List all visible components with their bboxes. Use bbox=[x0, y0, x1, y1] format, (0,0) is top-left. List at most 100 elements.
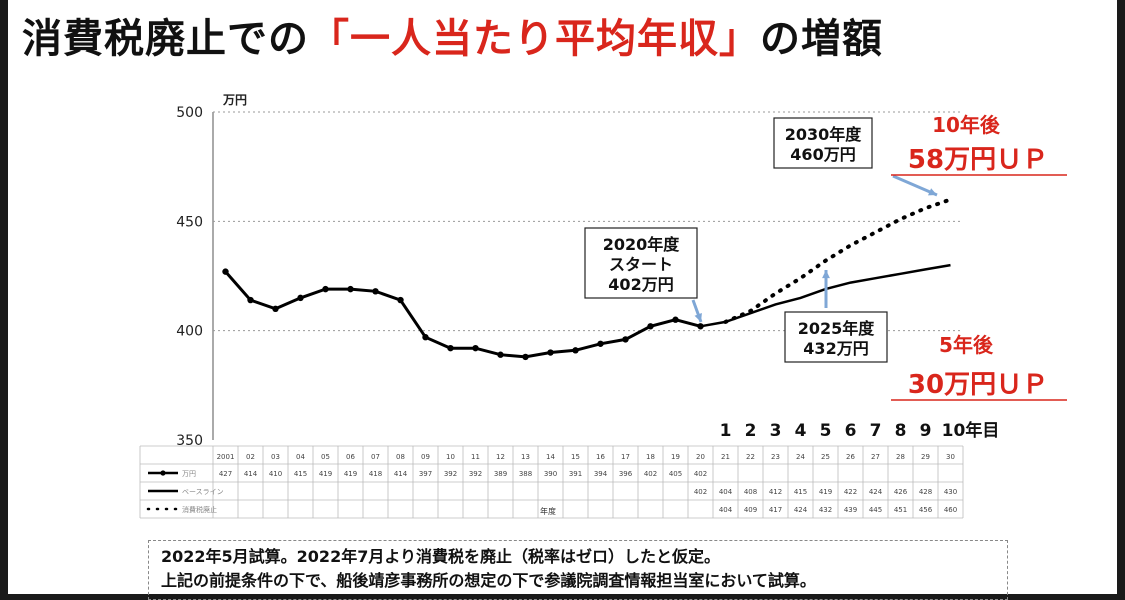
legend-label: ベースライン bbox=[182, 488, 224, 496]
table-value: 439 bbox=[844, 506, 857, 514]
table-value: 404 bbox=[719, 488, 733, 496]
title-highlight: 「一人当たり平均年収」 bbox=[309, 16, 760, 62]
x-tick-label: 25 bbox=[821, 453, 830, 461]
x-tick-label: 12 bbox=[496, 453, 505, 461]
x-tick-label: 11 bbox=[471, 453, 480, 461]
data-point bbox=[322, 285, 329, 293]
slide: 消費税廃止での「一人当たり平均年収」の増額 350 400 450 500 万円 1 2 3 4… bbox=[8, 0, 1117, 600]
x-tick-label: 17 bbox=[621, 453, 630, 461]
slide-title: 消費税廃止での「一人当たり平均年収」の増額 bbox=[22, 6, 883, 64]
arrow-2025-head bbox=[822, 270, 830, 279]
y-tick-label: 350 bbox=[176, 433, 203, 449]
callout-2030-text: 2030年度 bbox=[785, 125, 863, 144]
table-value: 392 bbox=[444, 470, 457, 478]
table-value: 402 bbox=[644, 470, 657, 478]
table-value: 419 bbox=[319, 470, 332, 478]
x-tick-label: 09 bbox=[421, 453, 430, 461]
year-count-label: 1 bbox=[720, 421, 732, 441]
title-main: 消費税廃止での bbox=[22, 16, 309, 62]
table-value: 428 bbox=[919, 488, 932, 496]
data-point bbox=[547, 349, 554, 356]
arrow-2020-head bbox=[694, 313, 702, 322]
year-count-label: 8 bbox=[895, 421, 907, 441]
data-point bbox=[572, 347, 579, 354]
table-value: 414 bbox=[244, 470, 258, 478]
callout-2030-box bbox=[773, 117, 873, 169]
table-value: 430 bbox=[944, 488, 957, 496]
x-tick-label: 15 bbox=[571, 453, 580, 461]
data-point bbox=[447, 344, 454, 352]
x-tick-label: 22 bbox=[746, 453, 755, 461]
table-value: 390 bbox=[544, 470, 557, 478]
x-tick-label: 03 bbox=[271, 453, 280, 461]
table-value: 432 bbox=[819, 506, 832, 514]
data-point bbox=[297, 294, 304, 302]
data-point bbox=[522, 353, 529, 361]
table-value: 405 bbox=[669, 470, 682, 478]
x-tick-label: 08 bbox=[396, 453, 405, 461]
callout-2020-text: 402万円 bbox=[608, 275, 673, 294]
data-point bbox=[597, 340, 604, 347]
x-tick-label: 2001 bbox=[217, 453, 235, 461]
table-value: 389 bbox=[494, 470, 507, 478]
gain-5y-value: 30万円ＵＰ bbox=[908, 370, 1048, 400]
table-value: 415 bbox=[794, 488, 807, 496]
table-value: 392 bbox=[469, 470, 482, 478]
x-tick-label: 16 bbox=[596, 453, 605, 461]
callout-2020-box bbox=[584, 227, 698, 299]
data-point bbox=[272, 305, 279, 312]
y-tick-label: 450 bbox=[176, 214, 203, 230]
legend-label: 万円 bbox=[182, 470, 196, 478]
footnote-line-1: 2022年5月試算。2022年7月より消費税を廃止（税率はゼロ）したと仮定。 bbox=[161, 547, 721, 566]
year-count-label: 7 bbox=[870, 421, 882, 441]
data-point bbox=[497, 351, 504, 358]
table-value: 409 bbox=[744, 506, 757, 514]
x-tick-label: 13 bbox=[521, 453, 530, 461]
footnote-box: 2022年5月試算。2022年7月より消費税を廃止（税率はゼロ）したと仮定。 上… bbox=[148, 540, 1008, 600]
table-value: 388 bbox=[519, 470, 532, 478]
data-point bbox=[672, 316, 679, 323]
year-count-label: 2 bbox=[745, 421, 757, 441]
table-value: 456 bbox=[919, 506, 933, 514]
table-value: 419 bbox=[819, 488, 832, 496]
arrow-2030-head bbox=[928, 188, 937, 196]
table-value: 397 bbox=[419, 470, 432, 478]
year-count-label: 10年目 bbox=[942, 420, 1000, 441]
callout-2025-text: 2025年度 bbox=[798, 319, 876, 338]
x-tick-label: 07 bbox=[371, 453, 380, 461]
data-point bbox=[647, 323, 654, 330]
table-value: 415 bbox=[294, 470, 307, 478]
table-value: 419 bbox=[344, 470, 357, 478]
x-tick-label: 30 bbox=[946, 453, 955, 461]
callout-2030-text: 460万円 bbox=[790, 145, 855, 164]
table-value: 427 bbox=[219, 470, 232, 478]
x-tick-label: 06 bbox=[346, 453, 355, 461]
table-value: 391 bbox=[569, 470, 582, 478]
x-tick-label: 14 bbox=[546, 453, 555, 461]
footnote-line-2: 上記の前提条件の下で、船後靖彦事務所の想定の下で参議院調査情報担当室において試算… bbox=[161, 571, 816, 590]
x-tick-label: 21 bbox=[721, 453, 730, 461]
data-point bbox=[247, 296, 254, 304]
year-count-label: 9 bbox=[920, 421, 932, 441]
data-point bbox=[622, 336, 629, 343]
title-tail: の増額 bbox=[760, 16, 883, 62]
x-tick-label: 19 bbox=[671, 453, 680, 461]
legend-marker bbox=[160, 470, 166, 476]
x-tick-label: 24 bbox=[796, 453, 805, 461]
callout-2025-text: 432万円 bbox=[803, 339, 868, 358]
x-tick-label: 20 bbox=[696, 453, 705, 461]
callout-2025-box bbox=[784, 311, 888, 363]
x-tick-label: 29 bbox=[921, 453, 930, 461]
x-tick-label: 05 bbox=[321, 453, 330, 461]
gain-5y-label: 5年後 bbox=[939, 333, 994, 357]
x-tick-label: 23 bbox=[771, 453, 780, 461]
table-value: 451 bbox=[894, 506, 907, 514]
year-count-label: 6 bbox=[845, 421, 857, 441]
series-line-1 bbox=[224, 270, 701, 359]
table-value: 404 bbox=[719, 506, 733, 514]
x-tick-label: 18 bbox=[646, 453, 655, 461]
table-value: 402 bbox=[694, 470, 707, 478]
x-tick-label: 02 bbox=[246, 453, 255, 461]
x-tick-label: 27 bbox=[871, 453, 880, 461]
table-value: 418 bbox=[369, 470, 382, 478]
